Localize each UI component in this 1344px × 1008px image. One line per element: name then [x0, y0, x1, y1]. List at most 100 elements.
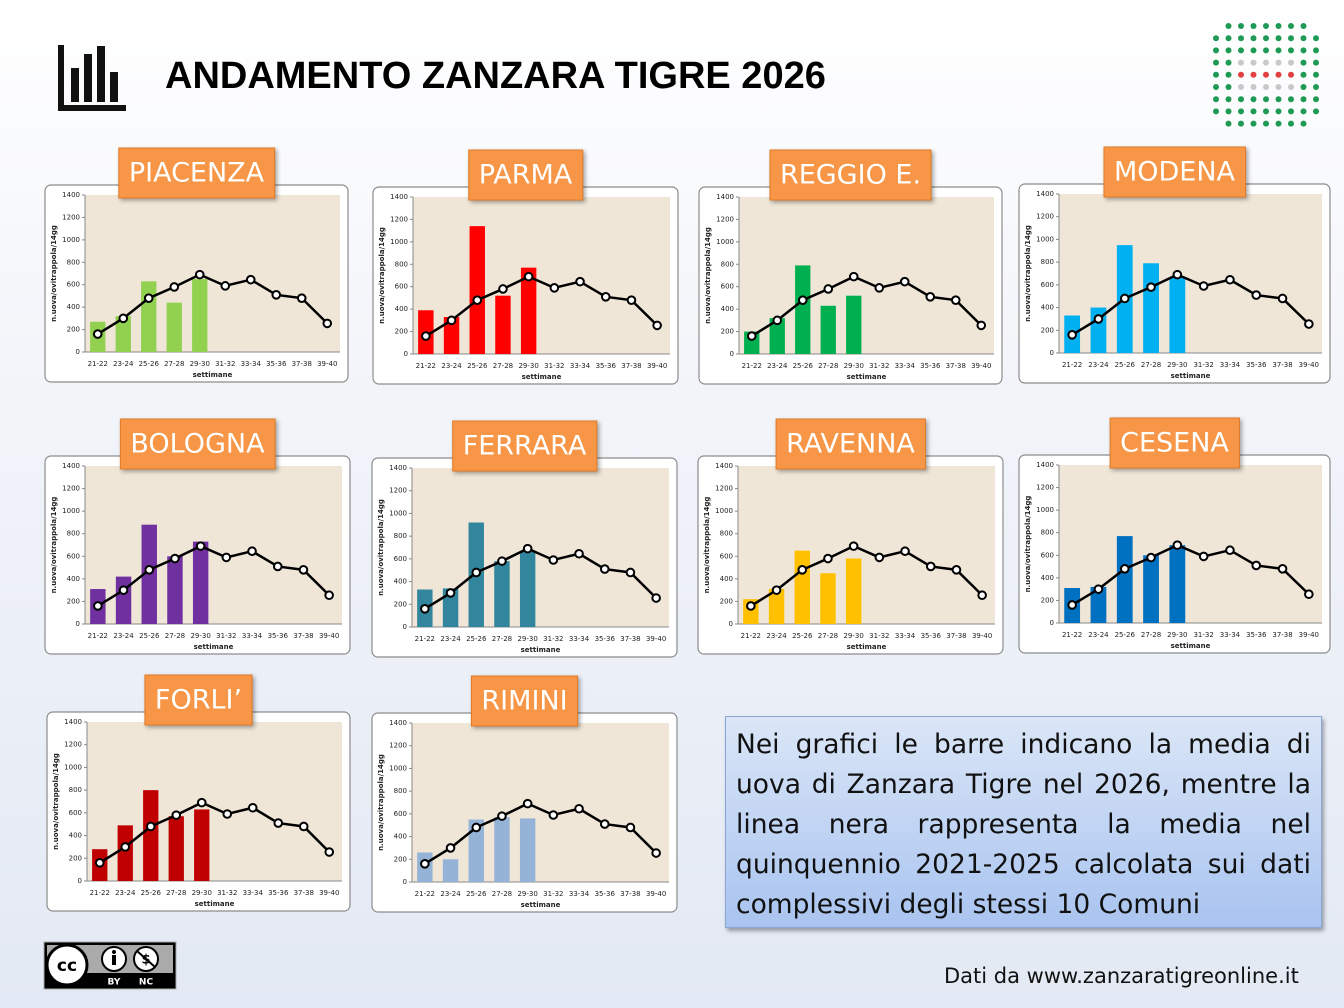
logo-dot [1313, 96, 1319, 103]
chart-title: REGGIO E. [780, 160, 921, 191]
logo-dot [1250, 84, 1257, 90]
logo-dot [1300, 23, 1307, 29]
x-tick-label: 33-34 [570, 362, 591, 370]
x-tick-label: 31-32 [543, 635, 563, 643]
x-axis-title: settimane [1171, 642, 1211, 650]
logo-dot [1238, 96, 1244, 103]
x-tick-label: 23-24 [115, 889, 136, 897]
line-marker [272, 561, 283, 572]
logo-dot [1288, 96, 1294, 103]
y-tick-label: 1200 [716, 215, 734, 223]
x-tick-label: 29-30 [517, 890, 537, 898]
line-marker [626, 295, 637, 305]
bar [1169, 276, 1186, 353]
x-tick-label: 33-34 [895, 632, 916, 640]
bar [494, 817, 510, 882]
logo-dot [1313, 108, 1319, 115]
logo-dot [1263, 47, 1269, 54]
bar [167, 556, 183, 624]
line-marker [324, 847, 335, 857]
x-tick-label: 23-24 [440, 890, 461, 898]
bar [519, 818, 536, 882]
line-marker [874, 552, 885, 563]
y-tick-label: 400 [1041, 574, 1054, 582]
chart-title: CESENA [1120, 428, 1229, 459]
y-tick-label: 0 [76, 348, 80, 356]
y-tick-label: 400 [720, 575, 733, 583]
line-marker [298, 821, 309, 832]
bar [794, 550, 810, 624]
logo-dot [1263, 96, 1269, 103]
line-marker [322, 318, 333, 329]
chart-title-label: FERRARA [452, 420, 598, 472]
y-tick-label: 600 [67, 552, 80, 560]
y-axis-title: n.uova/ovitrappola/14gg [377, 754, 385, 851]
y-tick-label: 1000 [389, 764, 407, 772]
x-tick-label: 31-32 [216, 632, 236, 640]
chart: 0 200 400 600 800 1000 1200 1400 21-22 23-24 25-26… [44, 418, 351, 655]
y-tick-label: 400 [67, 303, 80, 311]
title-box [1103, 146, 1247, 198]
chart-title: RIMINI [481, 686, 567, 717]
line-marker [823, 553, 833, 564]
y-tick-label: 0 [404, 350, 408, 358]
x-tick-label: 25-26 [139, 632, 160, 640]
x-tick-label: 21-22 [741, 632, 761, 640]
chart: 0 200 400 600 800 1000 1200 1400 21-22 23-24 25-26… [1018, 417, 1331, 654]
chart: 0 200 400 600 800 1000 1200 1400 21-22 23-24 25-26… [371, 675, 678, 913]
logo-dot [1250, 71, 1257, 78]
line-marker [471, 567, 482, 578]
title-box [118, 147, 276, 199]
x-tick-label: 27-28 [492, 635, 512, 643]
line-marker [498, 284, 508, 294]
logo-dot [1275, 35, 1282, 42]
chart-title-label: CESENA [1109, 417, 1240, 469]
line-marker [120, 842, 131, 852]
x-tick-label: 21-22 [88, 632, 108, 640]
line-marker [296, 293, 307, 303]
y-tick-label: 600 [394, 555, 407, 563]
y-tick-label: 1000 [389, 509, 407, 517]
x-tick-label: 33-34 [569, 890, 590, 898]
line-marker [222, 809, 233, 819]
title-box [144, 674, 253, 726]
logo-dot [1300, 108, 1307, 115]
y-tick-label: 200 [720, 597, 733, 605]
svg-text:cc: cc [57, 956, 77, 976]
line-marker [548, 555, 559, 565]
x-tick-label: 33-34 [1220, 361, 1241, 369]
logo-dot [1213, 108, 1219, 115]
y-tick-label: 200 [69, 854, 82, 862]
logo-dot [1275, 47, 1282, 54]
chart-icon [58, 45, 126, 111]
y-tick-label: 1200 [389, 742, 407, 750]
title-box [452, 420, 598, 472]
line [97, 544, 331, 608]
x-tick-label: 33-34 [1220, 631, 1241, 639]
line-marker [271, 290, 282, 300]
x-tick-label: 31-32 [869, 362, 889, 370]
y-tick-label: 1200 [715, 485, 733, 493]
line-marker [220, 281, 231, 291]
line-marker [900, 546, 910, 557]
chart-title: PIACENZA [129, 158, 265, 189]
y-tick-label: 1000 [390, 238, 408, 246]
x-tick-label: 31-32 [217, 889, 237, 897]
logo-dot [1213, 47, 1219, 54]
bar [443, 316, 460, 354]
logo-dot [1275, 108, 1282, 115]
x-tick-label: 35-36 [595, 890, 616, 898]
x-tick-label: 37-38 [294, 889, 314, 897]
line-marker [170, 553, 180, 564]
y-tick-label: 1000 [716, 238, 734, 246]
chart-title-label: FORLI’ [144, 674, 253, 726]
line-marker [1225, 274, 1235, 285]
logo-dot [1225, 47, 1232, 54]
bar [194, 809, 210, 881]
line-marker [652, 320, 662, 331]
x-tick-label: 27-28 [818, 362, 838, 370]
line-marker [746, 601, 756, 611]
x-tick-label: 39-40 [319, 632, 339, 640]
x-tick-label: 39-40 [971, 362, 991, 370]
y-tick-label: 800 [69, 786, 82, 794]
